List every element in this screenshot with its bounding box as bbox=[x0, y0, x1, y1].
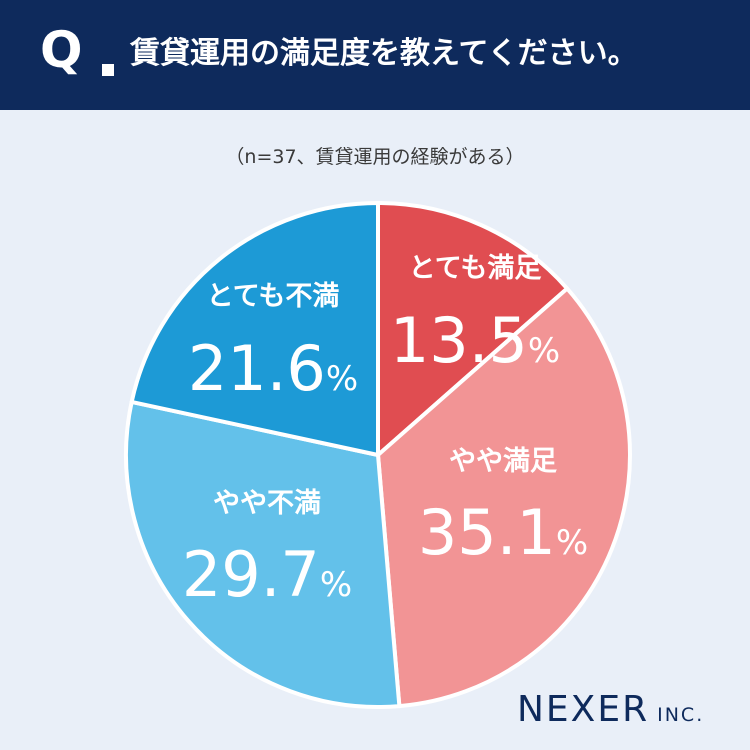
sample-note: （n=37、賃貸運用の経験がある） bbox=[225, 146, 525, 168]
slice-value: 35.1% bbox=[418, 496, 588, 569]
pie-slice bbox=[376, 201, 570, 457]
slice-value: 21.6% bbox=[188, 332, 358, 405]
slice-value-unit: % bbox=[556, 523, 588, 563]
slice-value-unit: % bbox=[528, 331, 560, 371]
slice-value-number: 35.1 bbox=[418, 496, 556, 569]
slice-value-number: 29.7 bbox=[182, 538, 320, 611]
slice-value-unit: % bbox=[326, 359, 358, 399]
slice-label: とても不満 bbox=[207, 281, 340, 312]
slice-label: やや不満 bbox=[213, 488, 321, 519]
slice-value-number: 21.6 bbox=[188, 332, 326, 405]
pie-labels: とても満足 13.5% やや満足 35.1% やや不満 29.7% とても不満 21.6% bbox=[182, 253, 588, 611]
slice-value-number: 13.5 bbox=[390, 304, 528, 377]
q-mark: Q bbox=[40, 21, 83, 79]
header-bar: Q 賃貸運用の満足度を教えてください。 bbox=[0, 0, 750, 110]
pie-slices bbox=[124, 201, 632, 709]
question-text: 賃貸運用の満足度を教えてください。 bbox=[130, 36, 638, 71]
slice-value-unit: % bbox=[320, 565, 352, 605]
nexer-logo: NEXER INC. bbox=[517, 690, 704, 736]
q-dot-icon bbox=[102, 64, 114, 76]
slice-value: 29.7% bbox=[182, 538, 352, 611]
slice-label: とても満足 bbox=[409, 253, 542, 284]
pie-slice bbox=[129, 201, 380, 457]
slice-label: やや満足 bbox=[449, 446, 557, 477]
pie-slice bbox=[124, 399, 402, 709]
logo-sub: INC. bbox=[657, 704, 705, 726]
pie-slice bbox=[376, 286, 632, 709]
slice-value: 13.5% bbox=[390, 304, 560, 377]
logo-main: NEXER bbox=[517, 689, 650, 730]
